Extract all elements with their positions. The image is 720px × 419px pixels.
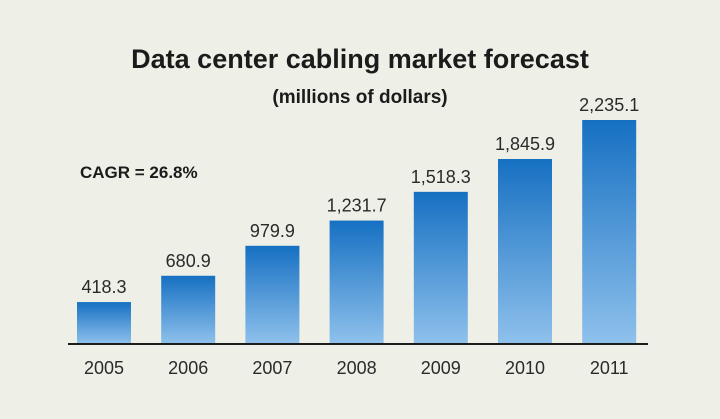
x-tick-2005: 2005: [84, 358, 124, 378]
x-tick-2010: 2010: [505, 358, 545, 378]
bar-2007: [245, 245, 300, 344]
value-label-2005: 418.3: [81, 277, 126, 297]
value-label-2009: 1,518.3: [411, 167, 471, 187]
x-tick-2007: 2007: [252, 358, 292, 378]
x-tick-2008: 2008: [337, 358, 377, 378]
bar-2011: [582, 120, 637, 344]
chart-title: Data center cabling market forecast: [131, 44, 589, 74]
bar-2006: [161, 275, 216, 344]
bar-2010: [498, 159, 552, 344]
chart-subtitle: (millions of dollars): [272, 87, 447, 108]
bar-2009: [413, 191, 468, 344]
value-label-2008: 1,231.7: [327, 196, 387, 216]
cagr-annotation: CAGR = 26.8%: [80, 163, 198, 182]
x-tick-2009: 2009: [421, 358, 461, 378]
value-label-2010: 1,845.9: [495, 134, 555, 154]
bar-2005: [77, 302, 131, 344]
x-tick-2006: 2006: [168, 358, 208, 378]
value-label-2011: 2,235.1: [579, 95, 639, 115]
value-label-2006: 680.9: [166, 251, 211, 271]
value-label-2007: 979.9: [250, 221, 295, 241]
bar-2008: [329, 220, 384, 344]
bars-group: 418.3 2005 680.9 2006 979.9 2007 1,231.7 2008 1,…: [77, 95, 639, 378]
x-tick-2011: 2011: [590, 358, 629, 378]
